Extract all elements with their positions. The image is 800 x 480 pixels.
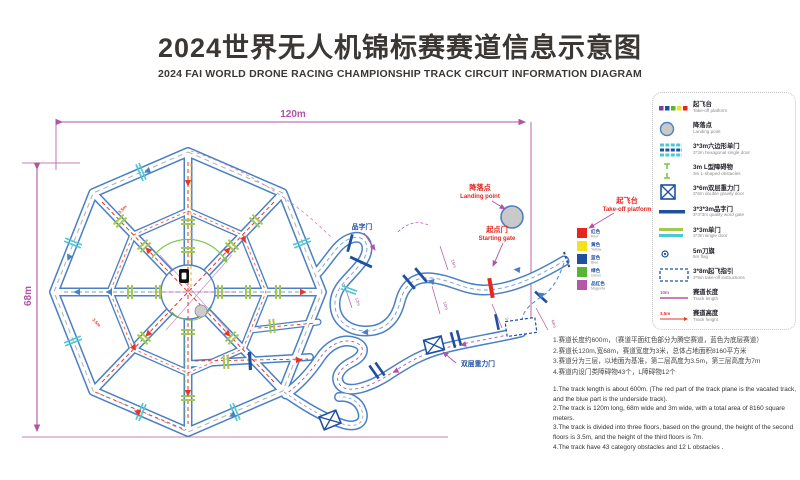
pin-gate-label: 品字门	[352, 222, 373, 231]
track-end-cap	[563, 251, 571, 270]
landing-label-zh: 降落点	[469, 183, 491, 192]
note-zh-line: 1.赛道长度约600m，（赛道平面红色部分为腾空赛道，蓝色为底层赛道）	[553, 337, 763, 344]
svg-text:15m: 15m	[450, 259, 458, 269]
legend-item-flag: 5m刀旗 5m flag	[659, 244, 791, 264]
svg-text:3.5m: 3.5m	[117, 204, 128, 215]
single-door-icon	[659, 227, 693, 239]
takeoff-platform-icon	[659, 104, 693, 112]
legend-item-pin-gate: 3*3*3m品字门 3*3*3m quality word gate	[659, 202, 791, 222]
page-subtitle: 2024 FAI WORLD DRONE RACING CHAMPIONSHIP…	[157, 68, 642, 80]
track-height-icon: 3.5m	[659, 310, 693, 324]
note-en-line: 4.The track have 43 category obstacles a…	[553, 443, 724, 451]
legend-item-takeoff: 起飞台 Take-off platform	[659, 98, 791, 118]
start-label-en: Starting gate	[479, 236, 516, 242]
note-zh-line: 3.赛道分为三层，以地面为基准，第二层高度为3.5m，第三层高度为7m	[553, 358, 761, 365]
l-obstacle-icon	[659, 162, 693, 180]
gravity-gate-box-2	[317, 409, 343, 431]
svg-text:蓝色: 蓝色	[591, 254, 601, 261]
takeoff-platform-marker: 红色 黄色 蓝色 绿色 品红色 Red Yellow Blue Green Ma…	[577, 228, 605, 291]
takeoff-label-en: Take-off platform	[603, 207, 652, 213]
svg-text:Yellow: Yellow	[591, 248, 602, 252]
svg-text:Red: Red	[591, 235, 598, 239]
svg-text:Green: Green	[591, 274, 601, 278]
red-arrows	[130, 180, 307, 416]
legend-item-gravity-door: 3*6m双层重力门 3*6m double gravity door	[659, 182, 791, 202]
green-gates	[112, 213, 281, 401]
note-zh-line: 4.赛道内设门类障碍物43个，L障碍物12个	[553, 368, 676, 376]
legend-item-single-door: 3*3m单门 3*3m single door	[659, 223, 791, 243]
title-block: 2024世界无人机锦标赛赛道信息示意图 2024 FAI WORLD DRONE…	[0, 26, 800, 80]
svg-text:3.5m: 3.5m	[660, 311, 670, 316]
annotation-arrows	[363, 200, 615, 364]
svg-text:绿色: 绿色	[591, 267, 601, 274]
legend-item-track-length: 10m 赛道长度 Track length	[659, 286, 791, 306]
svg-text:红色: 红色	[591, 228, 601, 235]
legend-item-l-obstacle: 3m L型障碍物 3m L-shaped obstacles	[659, 161, 791, 181]
legend-item-track-height: 3.5m 赛道高度 Track height	[659, 307, 791, 327]
svg-text:12m: 12m	[354, 297, 362, 307]
svg-text:10m: 10m	[442, 301, 450, 311]
annotation-labels: 降落点 Landing point 起飞台 Take-off platform …	[352, 183, 651, 368]
dim-width-label: 68m	[23, 286, 34, 306]
hexagonal-door-icon	[659, 142, 693, 158]
svg-text:Magenta: Magenta	[591, 287, 605, 291]
legend-item-hex-door: 3*3m六边形单门 3*3m hexagonal single door	[659, 140, 791, 160]
legend-item-takeoff-guide: 3*8m起飞指引 3*8m take-off instructions	[659, 265, 791, 285]
navy-gates	[247, 233, 548, 380]
notes-block: 1.赛道长度约600m，（赛道平面红色部分为腾空赛道，蓝色为底层赛道） 2.赛道…	[553, 336, 799, 452]
svg-text:3.5m: 3.5m	[91, 317, 102, 328]
flag-icon	[659, 248, 693, 260]
notes-en: 1.The track length is about 600m. (The r…	[553, 385, 799, 452]
takeoff-guide-icon	[659, 267, 693, 283]
svg-text:10m: 10m	[660, 290, 669, 295]
hub-camera-icon	[179, 269, 189, 283]
notes-zh: 1.赛道长度约600m，（赛道平面红色部分为腾空赛道，蓝色为底层赛道） 2.赛道…	[553, 336, 799, 378]
starting-gate-bar	[487, 277, 495, 299]
landing-point-icon	[659, 121, 693, 137]
note-en-line: 3.The track is divided into three floors…	[553, 424, 794, 441]
legend-panel: 起飞台 Take-off platform 降落点 Landing point 3*…	[652, 92, 796, 330]
start-label-zh: 起点门	[485, 225, 508, 234]
dimension-lines	[22, 118, 532, 438]
web-height-labels: 3.5m 3.5m	[91, 204, 127, 328]
takeoff-label-zh: 起飞台	[615, 196, 638, 205]
blue-arrows	[67, 167, 545, 417]
legend-item-landing: 降落点 Landing point	[659, 119, 791, 139]
magenta-arrows	[392, 341, 467, 373]
pin-gate-icon	[659, 208, 693, 216]
green-arc-arrow	[221, 256, 228, 263]
svg-text:黄色: 黄色	[591, 241, 601, 248]
page-title: 2024世界无人机锦标赛赛道信息示意图	[157, 33, 643, 63]
gravity-gate-box-1	[422, 335, 446, 355]
svg-text:Blue: Blue	[591, 261, 598, 265]
takeoff-instruction-box	[504, 316, 538, 338]
dim-length-label: 120m	[280, 109, 306, 120]
note-en-line: 2.The track is 120m long, 68m wide and 3…	[553, 405, 785, 422]
note-zh-line: 2.赛道长120m,宽68m，赛道宽度为3米，总体占地面积8160平方米	[553, 347, 747, 355]
landing-point-marker	[500, 205, 524, 229]
gravity-door-icon	[659, 183, 693, 201]
landing-label-en: Landing point	[460, 194, 500, 200]
hub-pole-icon	[194, 304, 208, 318]
svg-text:品红色: 品红色	[591, 280, 605, 287]
svg-text:44m: 44m	[550, 319, 558, 329]
track-length-icon: 10m	[659, 289, 693, 303]
cyan-gates	[63, 162, 358, 422]
gravity-gate-label: 双层重力门	[461, 359, 495, 368]
note-en-line: 1.The track length is about 600m. (The r…	[553, 386, 796, 403]
